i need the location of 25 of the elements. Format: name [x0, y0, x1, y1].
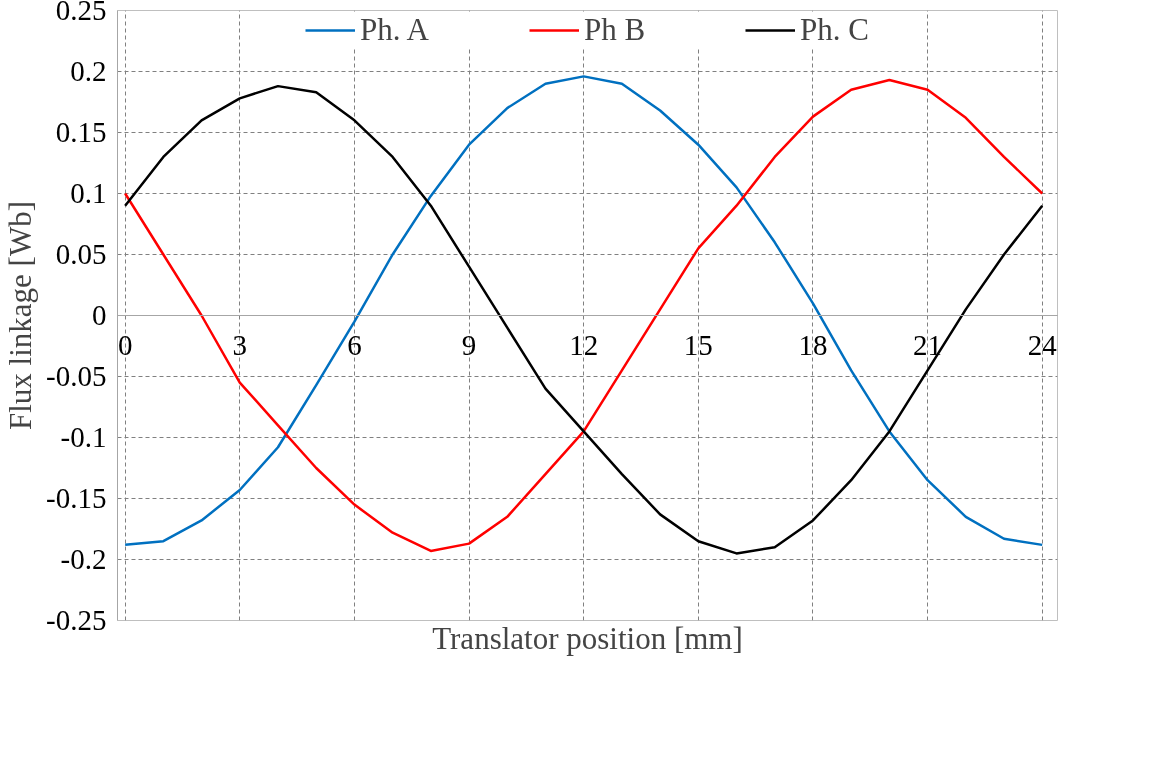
x-tick-label: 12	[569, 328, 599, 361]
x-axis-title: Translator position [mm]	[432, 620, 743, 656]
y-tick-label: 0.05	[55, 238, 107, 270]
y-tick-label: -0.15	[46, 482, 107, 514]
y-tick-label: -0.25	[46, 604, 107, 636]
x-tick-label: 0	[117, 328, 133, 361]
legend-label: Ph B	[583, 12, 646, 48]
y-tick-label: -0.1	[60, 421, 107, 453]
legend-label: Ph. A	[359, 12, 429, 48]
x-tick-label: 3	[232, 328, 248, 361]
y-axis-title: Flux linkage [Wb]	[3, 200, 39, 430]
y-tick-label: 0	[92, 299, 107, 331]
x-tick-label: 21	[913, 328, 943, 361]
y-tick-label: -0.05	[46, 360, 107, 392]
x-tick-label: 18	[798, 328, 828, 361]
y-tick-label: 0.15	[55, 116, 107, 148]
y-tick-label: 0.1	[70, 177, 107, 209]
x-tick-label: 15	[683, 328, 713, 361]
y-tick-label: 0.25	[55, 0, 107, 26]
x-tick-label: 6	[347, 328, 362, 361]
y-tick-label: 0.2	[70, 55, 107, 87]
x-tick-label: 9	[461, 328, 477, 361]
legend-label: Ph. C	[800, 12, 870, 48]
y-tick-label: -0.2	[60, 543, 107, 575]
x-tick-label: 24	[1027, 328, 1058, 361]
